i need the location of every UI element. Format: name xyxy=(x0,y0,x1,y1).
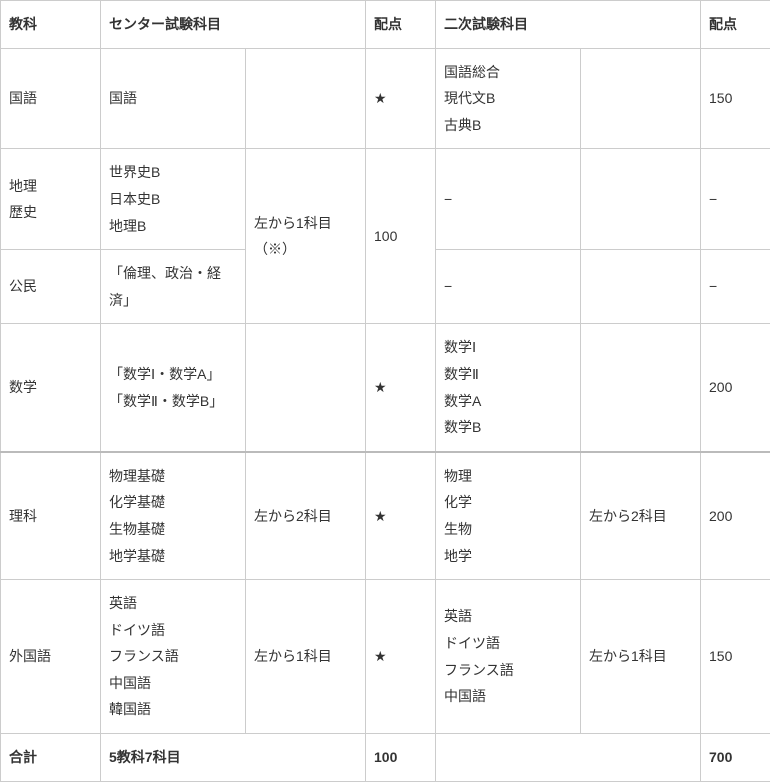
header-subject: 教科 xyxy=(1,1,101,49)
cell-subject: 外国語 xyxy=(1,580,101,734)
cell-second-score: 200 xyxy=(701,452,770,580)
cell-subject: 国語 xyxy=(1,48,101,149)
cell-second-score: − xyxy=(701,149,770,250)
cell-center-score: ★ xyxy=(366,324,436,452)
cell-second-items: − xyxy=(436,250,581,324)
cell-center-score: ★ xyxy=(366,48,436,149)
cell-second-note: 左から2科目 xyxy=(581,452,701,580)
cell-second-items: 物理化学生物地学 xyxy=(436,452,581,580)
cell-center-items: 「倫理、政治・経済」 xyxy=(101,250,246,324)
cell-second-score: 200 xyxy=(701,324,770,452)
table-row: 理科 物理基礎化学基礎生物基礎地学基礎 左から2科目 ★ 物理化学生物地学 左か… xyxy=(1,452,770,580)
cell-center-note xyxy=(246,324,366,452)
header-second: 二次試験科目 xyxy=(436,1,701,49)
cell-center-note: 左から1科目 xyxy=(246,580,366,734)
cell-second-note xyxy=(581,324,701,452)
cell-center-score: ★ xyxy=(366,452,436,580)
exam-subjects-table: 教科 センター試験科目 配点 二次試験科目 配点 国語 国語 ★ 国語総合現代文… xyxy=(0,0,770,782)
cell-center-note: 左から1科目（※） xyxy=(246,149,366,324)
cell-subject: 数学 xyxy=(1,324,101,452)
cell-second-note: 左から1科目 xyxy=(581,580,701,734)
cell-second-items: 英語ドイツ語フランス語中国語 xyxy=(436,580,581,734)
table-row: 外国語 英語ドイツ語フランス語中国語韓国語 左から1科目 ★ 英語ドイツ語フラン… xyxy=(1,580,770,734)
cell-center-items: 世界史B日本史B地理B xyxy=(101,149,246,250)
cell-subject: 公民 xyxy=(1,250,101,324)
cell-subject: 地理歴史 xyxy=(1,149,101,250)
cell-center-note xyxy=(246,48,366,149)
table-row: 地理歴史 世界史B日本史B地理B 左から1科目（※） 100 − − xyxy=(1,149,770,250)
cell-second-score: 150 xyxy=(701,48,770,149)
cell-center-note: 左から2科目 xyxy=(246,452,366,580)
cell-total-label: 合計 xyxy=(1,734,101,782)
cell-second-summary xyxy=(436,734,701,782)
header-center: センター試験科目 xyxy=(101,1,366,49)
cell-second-note xyxy=(581,149,701,250)
cell-center-score: 100 xyxy=(366,149,436,324)
cell-second-score: − xyxy=(701,250,770,324)
cell-second-items: − xyxy=(436,149,581,250)
cell-second-items: 国語総合現代文B古典B xyxy=(436,48,581,149)
table-row: 数学 「数学Ⅰ・数学A」「数学Ⅱ・数学B」 ★ 数学Ⅰ数学Ⅱ数学A数学B 200 xyxy=(1,324,770,452)
cell-center-items: 国語 xyxy=(101,48,246,149)
table-totals-row: 合計 5教科7科目 100 700 xyxy=(1,734,770,782)
cell-second-note xyxy=(581,250,701,324)
cell-center-items: 物理基礎化学基礎生物基礎地学基礎 xyxy=(101,452,246,580)
table-header-row: 教科 センター試験科目 配点 二次試験科目 配点 xyxy=(1,1,770,49)
cell-second-total: 700 xyxy=(701,734,770,782)
cell-second-score: 150 xyxy=(701,580,770,734)
cell-second-note xyxy=(581,48,701,149)
header-center-score: 配点 xyxy=(366,1,436,49)
cell-second-items: 数学Ⅰ数学Ⅱ数学A数学B xyxy=(436,324,581,452)
cell-center-items: 英語ドイツ語フランス語中国語韓国語 xyxy=(101,580,246,734)
cell-center-score: ★ xyxy=(366,580,436,734)
cell-center-total: 100 xyxy=(366,734,436,782)
table-row: 国語 国語 ★ 国語総合現代文B古典B 150 xyxy=(1,48,770,149)
cell-center-summary: 5教科7科目 xyxy=(101,734,366,782)
cell-subject: 理科 xyxy=(1,452,101,580)
cell-center-items: 「数学Ⅰ・数学A」「数学Ⅱ・数学B」 xyxy=(101,324,246,452)
header-second-score: 配点 xyxy=(701,1,770,49)
